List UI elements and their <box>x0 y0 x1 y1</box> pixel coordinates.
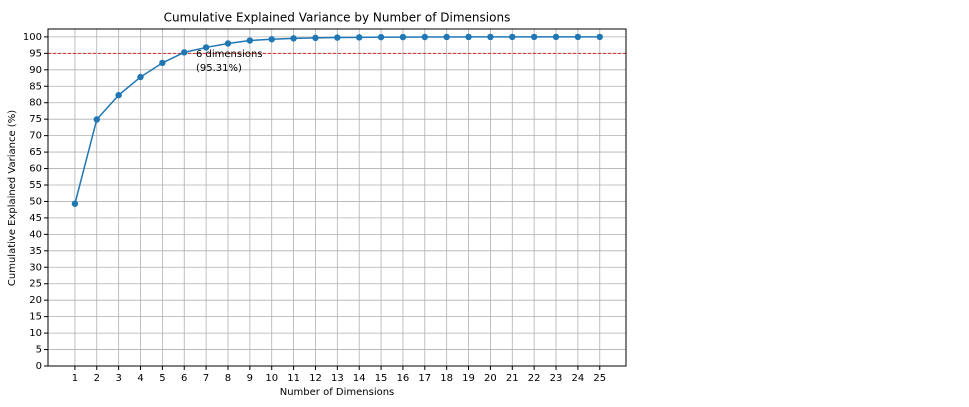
y-tick-label: 0 <box>36 361 42 372</box>
data-point <box>399 33 407 41</box>
y-tick-label: 45 <box>29 213 42 224</box>
data-point <box>377 33 385 41</box>
x-tick-label: 4 <box>137 373 143 384</box>
y-axis-label: Cumulative Explained Variance (%) <box>7 110 18 286</box>
x-tick-label: 5 <box>159 373 165 384</box>
y-tick-label: 100 <box>23 32 42 43</box>
plot-frame <box>47 28 627 367</box>
data-point <box>552 33 560 41</box>
x-tick-label: 3 <box>115 373 121 384</box>
data-point <box>224 40 232 47</box>
data-point <box>137 73 144 81</box>
y-tick-label: 55 <box>29 180 42 191</box>
x-tick-label: 24 <box>572 373 585 384</box>
data-point <box>334 34 341 41</box>
data-point <box>181 49 188 56</box>
data-point <box>509 33 516 41</box>
x-tick-label: 23 <box>550 373 563 384</box>
x-axis-label: Number of Dimensions <box>280 387 395 398</box>
chart-title: Cumulative Explained Variance by Number … <box>164 11 511 25</box>
x-tick-label: 2 <box>94 373 100 384</box>
y-tick-label: 90 <box>29 65 42 76</box>
data-point <box>530 33 538 41</box>
x-tick-label: 22 <box>528 373 541 384</box>
y-tick-label: 15 <box>29 312 42 323</box>
data-point <box>159 59 166 67</box>
x-tick-label: 7 <box>203 373 209 384</box>
x-tick-label: 17 <box>418 373 431 384</box>
data-point <box>71 200 79 207</box>
y-tick-label: 75 <box>29 114 42 125</box>
x-tick-label: 19 <box>462 373 475 384</box>
annotation: 6 dimensions <box>196 49 263 60</box>
data-point <box>202 44 210 51</box>
y-tick-label: 60 <box>29 164 42 175</box>
x-tick-label: 8 <box>225 373 231 384</box>
x-tick-label: 14 <box>353 373 366 384</box>
y-tick-label: 50 <box>29 196 42 207</box>
x-tick-label: 10 <box>265 373 278 384</box>
y-tick-label: 70 <box>29 131 42 142</box>
x-tick-label: 16 <box>397 373 410 384</box>
data-point <box>574 33 582 41</box>
y-tick-label: 20 <box>29 295 42 306</box>
y-tick-label: 35 <box>29 246 42 257</box>
data-point <box>93 116 100 123</box>
data-point <box>268 36 275 43</box>
x-tick-label: 9 <box>247 373 253 384</box>
y-tick-label: 5 <box>36 345 42 356</box>
data-point <box>290 35 297 42</box>
y-tick-label: 10 <box>29 328 42 339</box>
x-tick-label: 25 <box>593 373 606 384</box>
x-tick-label: 21 <box>506 373 519 384</box>
data-point <box>115 91 122 99</box>
x-tick-label: 20 <box>484 373 497 384</box>
y-tick-label: 85 <box>29 81 42 92</box>
x-tick-label: 1 <box>72 373 78 384</box>
y-tick-label: 80 <box>29 98 42 109</box>
x-tick-label: 12 <box>309 373 322 384</box>
x-tick-label: 18 <box>440 373 453 384</box>
data-point <box>443 33 450 41</box>
y-tick-label: 25 <box>29 279 42 290</box>
y-tick-label: 65 <box>29 147 42 158</box>
data-point <box>246 37 254 44</box>
data-point <box>487 33 494 41</box>
x-tick-label: 11 <box>287 373 300 384</box>
data-point <box>421 33 429 41</box>
data-point <box>312 34 319 42</box>
x-tick-label: 15 <box>375 373 388 384</box>
y-tick-label: 95 <box>29 48 42 59</box>
y-tick-label: 40 <box>29 229 42 240</box>
y-tick-label: 30 <box>29 262 42 273</box>
annotation: (95.31%) <box>196 63 242 74</box>
x-tick-label: 13 <box>331 373 344 384</box>
data-point <box>465 33 472 41</box>
data-point <box>596 33 603 41</box>
x-tick-label: 6 <box>181 373 187 384</box>
data-point <box>355 34 363 41</box>
